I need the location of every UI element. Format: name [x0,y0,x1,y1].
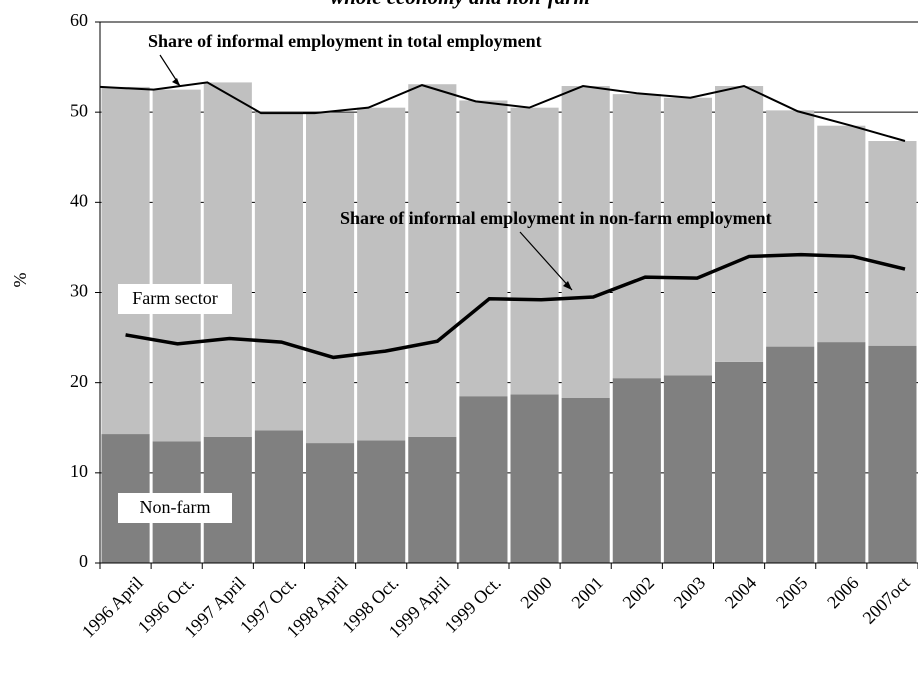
y-tick-label: 30 [70,281,88,301]
y-tick-label: 0 [79,551,88,571]
bar-segment [306,113,355,444]
x-tick-label: 1999 Oct. [440,573,504,637]
lines [99,81,906,360]
bar-segment [510,107,559,395]
bar-segment [663,97,712,376]
bar-segment [510,394,559,563]
x-tick-label: 2003 [670,573,710,613]
bar-segment [817,125,866,343]
label-box [118,493,232,523]
y-tick-label: 10 [70,461,88,481]
x-tick-label: 2007oct [859,573,914,628]
bar-segment [203,82,252,437]
label-box [118,284,232,314]
bar-segment [561,397,610,563]
bar-segment [357,440,406,563]
x-tick-label: 2006 [823,573,863,613]
x-tick-label: 2004 [721,573,761,613]
bar-segment [663,375,712,563]
bar-segment [612,94,661,379]
bar-segment [561,86,610,398]
bar-segment [152,89,201,442]
bar-segment [357,107,406,441]
arrow [519,231,573,291]
bar-segment [715,86,764,362]
bar-segment [459,396,508,563]
x-tick-label: 2002 [619,573,659,613]
line-annotation: Share of informal employment in non-farm… [340,208,772,228]
y-tick-label: 20 [70,371,88,391]
bar-segment [868,141,917,346]
arrow-head [172,78,180,86]
bar-segment [254,430,303,563]
bar-segment [459,100,508,397]
bar-segment [612,378,661,563]
x-tick-label: 2001 [567,573,607,613]
bar-segment [408,436,457,563]
line-series [99,81,906,142]
line-series [125,252,906,360]
bar-segment [101,86,150,435]
bars [101,82,917,563]
x-tick-label: 1996 April [78,573,147,642]
y-tick-label: 60 [70,10,88,30]
bar-segment [766,346,815,563]
bar-segment [868,345,917,563]
bar-segment [254,112,303,431]
x-tick-label: 2005 [772,573,812,613]
bar-segment [306,443,355,563]
y-tick-label: 40 [70,190,88,210]
arrow-head [563,281,572,290]
y-tick-label: 50 [70,100,88,120]
chart-title: whole economy and non-farm [330,0,590,9]
bar-segment [408,84,457,437]
series-label: Non-farm [140,497,211,517]
bar-segment [715,361,764,563]
x-tick-label: 2000 [516,573,556,613]
series-label: Farm sector [132,288,217,308]
bar-segment [766,110,815,347]
bar-segment [817,342,866,563]
line-annotation: Share of informal employment in total em… [148,31,542,51]
y-axis-label: % [10,273,30,288]
